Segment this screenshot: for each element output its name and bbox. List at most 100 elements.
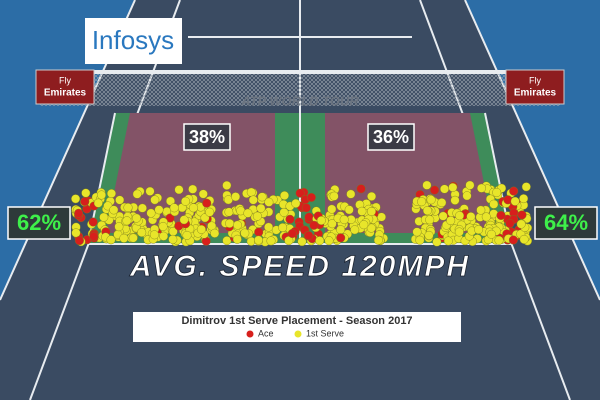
ball <box>210 228 220 238</box>
left-service-box <box>106 113 275 233</box>
ball <box>291 198 301 208</box>
ball <box>496 210 506 220</box>
ball <box>131 213 141 223</box>
ball <box>179 215 189 225</box>
ball <box>266 236 276 246</box>
ball <box>114 222 124 232</box>
legend-label: Ace <box>258 328 274 338</box>
ball <box>158 221 168 231</box>
ball <box>295 188 305 198</box>
ball <box>329 191 339 201</box>
ball <box>367 206 377 216</box>
ball <box>517 210 527 220</box>
ball <box>252 211 262 221</box>
ball <box>287 228 297 238</box>
ball <box>99 212 109 222</box>
legend-dot <box>294 330 302 338</box>
ball <box>188 203 198 213</box>
ball <box>71 194 81 204</box>
pct-box <box>7 206 71 240</box>
ball <box>516 219 526 229</box>
sponsor-left <box>35 69 95 105</box>
ball <box>519 194 529 204</box>
ball <box>150 195 160 205</box>
ball <box>327 204 337 214</box>
ball <box>180 196 190 206</box>
ball <box>264 222 274 232</box>
ball <box>279 207 289 217</box>
ball <box>494 235 504 245</box>
ball <box>128 233 138 243</box>
ball <box>174 185 184 195</box>
ball <box>240 228 250 238</box>
ball <box>366 223 376 233</box>
ball <box>301 203 311 213</box>
ball <box>154 205 164 215</box>
sponsor-text: Emirates <box>44 88 87 99</box>
ball <box>188 184 198 194</box>
ball <box>422 206 432 216</box>
ball <box>137 203 147 213</box>
ball <box>489 199 499 209</box>
ball <box>93 198 103 208</box>
ball <box>74 236 84 246</box>
sponsor-text: Emirates <box>514 88 557 99</box>
ball <box>115 195 125 205</box>
ball <box>246 187 256 197</box>
ball <box>350 225 360 235</box>
ball <box>224 207 234 217</box>
ball <box>481 212 491 222</box>
ball <box>448 182 458 192</box>
logo-box <box>85 18 182 64</box>
ball <box>146 208 156 218</box>
ball <box>324 236 334 246</box>
ball <box>159 231 169 241</box>
ball <box>336 225 346 235</box>
ball <box>232 220 242 230</box>
ball <box>168 234 178 244</box>
ball <box>339 215 349 225</box>
ball <box>446 215 456 225</box>
logo: Infosys <box>92 25 174 55</box>
legend-title: Dimitrov 1st Serve Placement - Season 20… <box>181 315 412 327</box>
ball <box>316 215 326 225</box>
ball <box>306 192 316 202</box>
ball <box>106 235 116 245</box>
ball <box>285 214 295 224</box>
ball <box>256 203 266 213</box>
sponsor-text: Fly <box>59 75 71 85</box>
ball <box>510 196 520 206</box>
ball <box>486 229 496 239</box>
ball <box>492 187 502 197</box>
ball <box>412 227 422 237</box>
ball <box>202 198 212 208</box>
ball <box>198 189 208 199</box>
pct-label: 62% <box>17 210 61 235</box>
ball <box>309 220 319 230</box>
ball <box>145 186 155 196</box>
ball <box>119 233 129 243</box>
net-tape <box>40 70 560 74</box>
ball <box>182 230 192 240</box>
ball <box>476 205 486 215</box>
ball <box>454 227 464 237</box>
ball <box>297 237 307 247</box>
ball <box>424 230 434 240</box>
ball <box>474 225 484 235</box>
sponsor-right <box>505 69 565 105</box>
ball <box>425 215 435 225</box>
ball <box>222 180 232 190</box>
speed: AVG. SPEED 120MPH <box>129 250 470 283</box>
ball <box>462 191 472 201</box>
ball <box>169 203 179 213</box>
ball <box>356 184 366 194</box>
legend-label: 1st Serve <box>306 328 344 338</box>
pct-box <box>534 206 598 240</box>
ball <box>196 224 206 234</box>
ball <box>304 212 314 222</box>
ball-cloud <box>71 180 533 247</box>
pct-label: 64% <box>544 210 588 235</box>
ball <box>278 222 288 232</box>
ball <box>422 180 432 190</box>
